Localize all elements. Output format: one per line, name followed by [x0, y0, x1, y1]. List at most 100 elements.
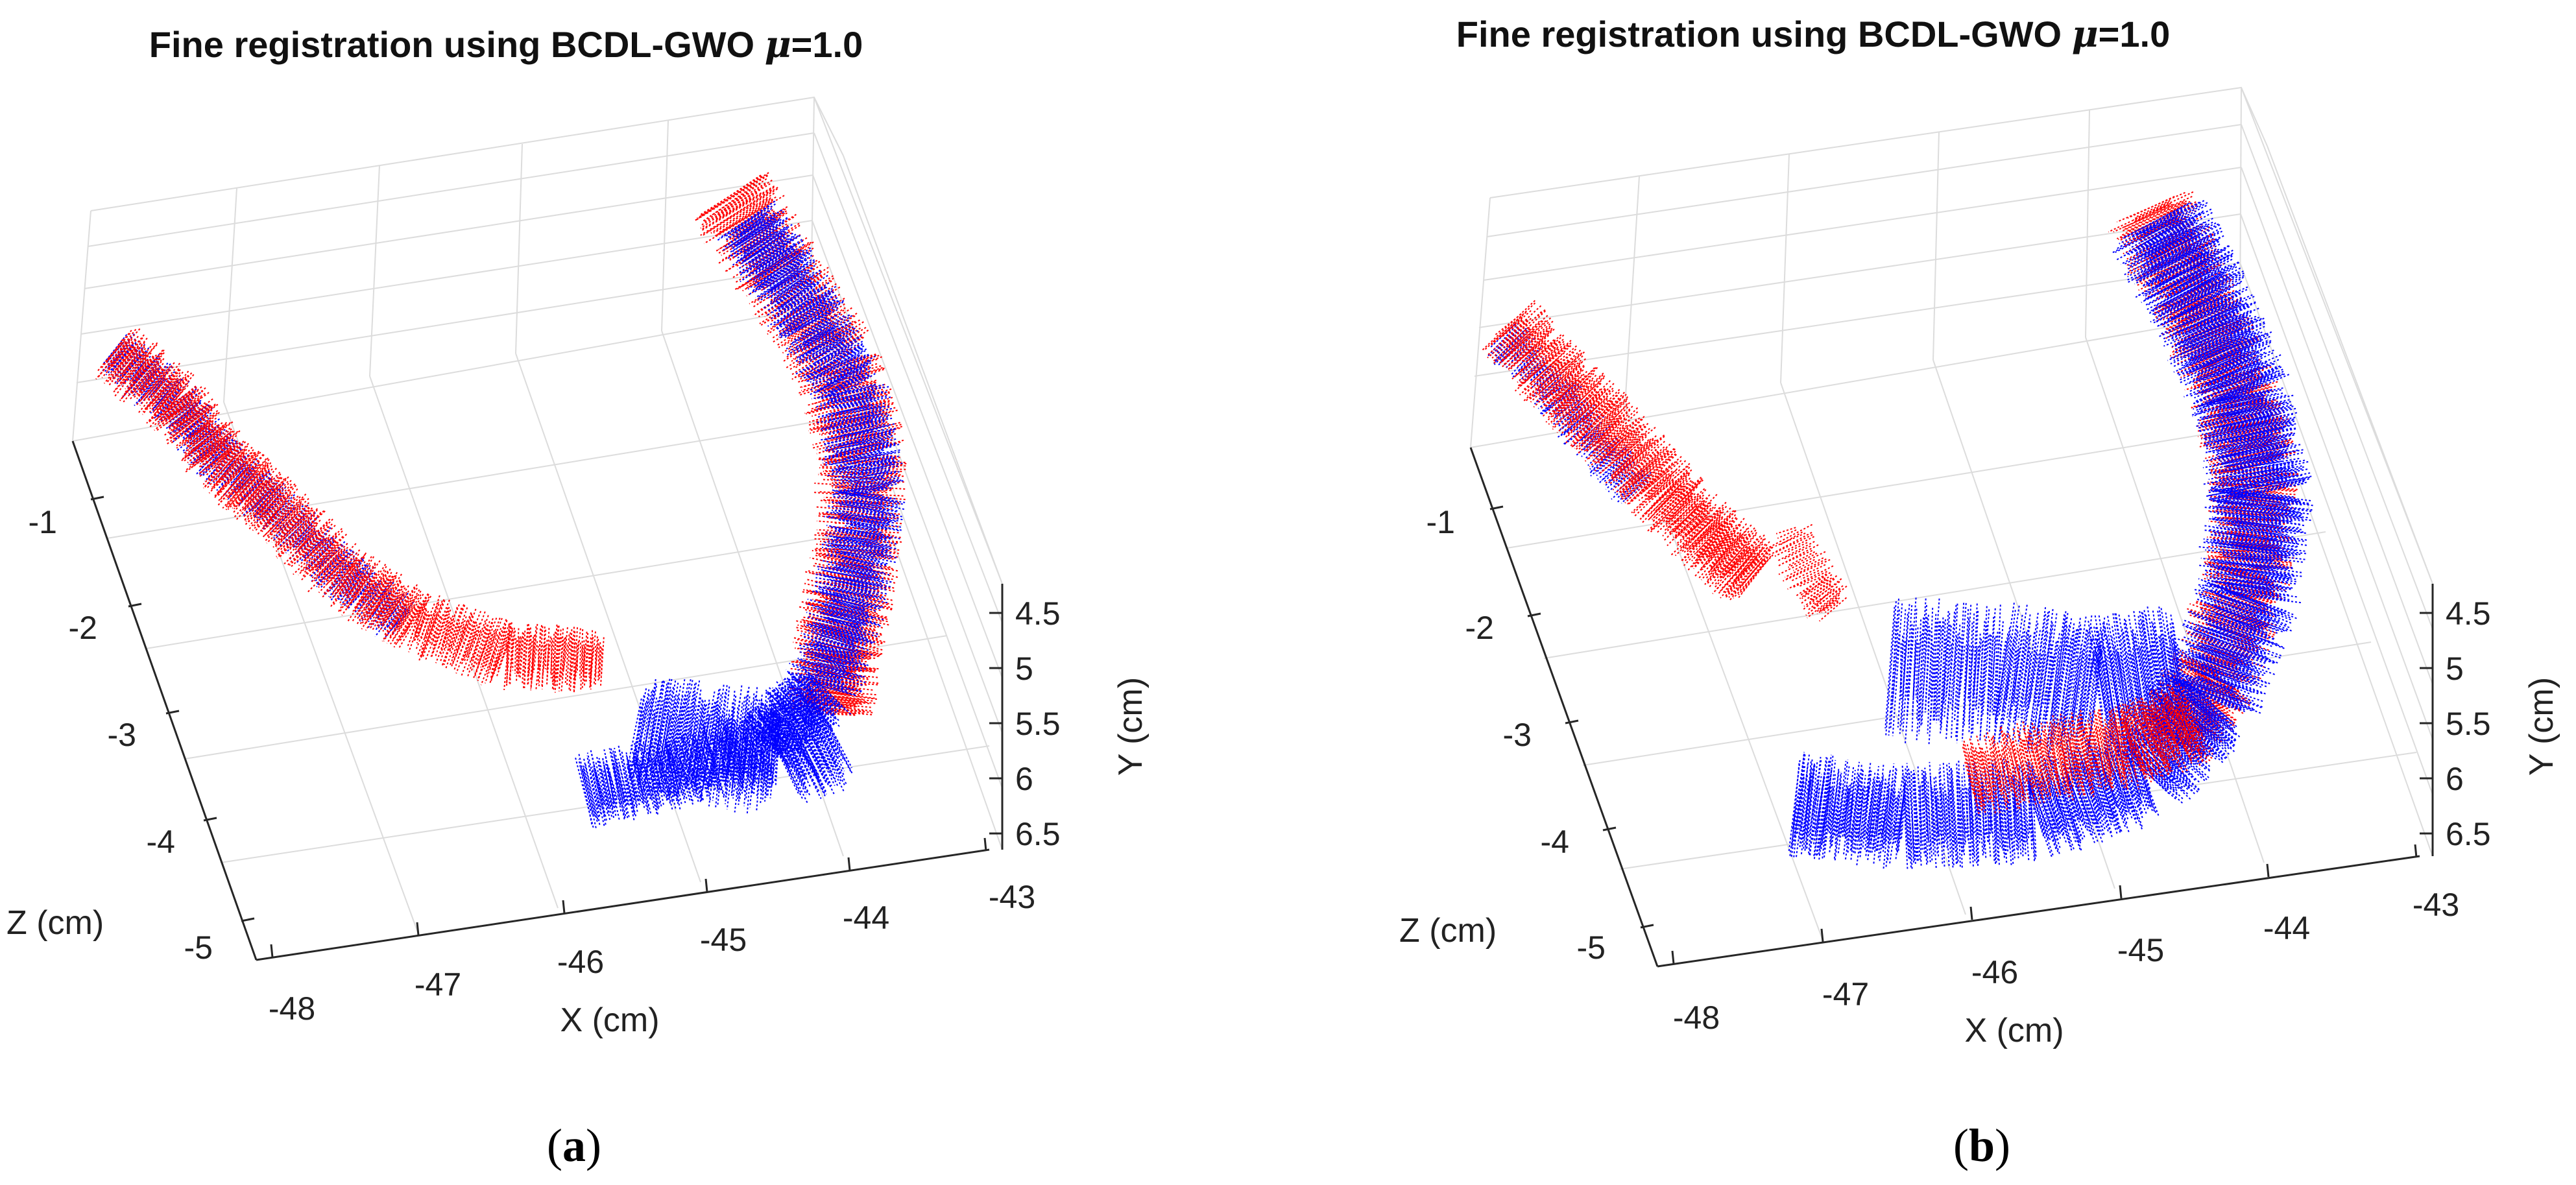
point-marker — [834, 528, 891, 540]
point-marker — [393, 593, 429, 645]
point-marker — [1624, 453, 1650, 475]
point-marker — [2217, 408, 2271, 418]
point-marker — [826, 511, 902, 528]
point-marker — [2191, 645, 2259, 674]
point-marker — [156, 390, 197, 420]
point-marker — [795, 629, 883, 651]
point-marker — [719, 200, 776, 239]
point-marker — [823, 470, 898, 475]
point-marker — [2039, 754, 2073, 851]
point-marker — [1936, 796, 1941, 835]
point-marker — [1838, 787, 1844, 835]
point-marker — [204, 444, 235, 477]
point-marker — [2021, 769, 2027, 854]
point-marker — [2202, 644, 2252, 665]
point-marker — [2126, 737, 2153, 811]
point-marker — [2189, 610, 2274, 638]
point-marker — [123, 355, 141, 376]
point-marker — [820, 466, 906, 470]
point-marker — [2209, 534, 2298, 547]
point-marker — [522, 624, 529, 689]
point-marker — [815, 506, 900, 515]
point-marker — [355, 577, 371, 599]
point-marker — [2180, 341, 2272, 383]
point-marker — [168, 404, 210, 435]
point-marker — [679, 693, 696, 787]
point-marker — [2213, 558, 2293, 569]
point-marker — [1572, 421, 1602, 447]
point-marker — [2193, 337, 2247, 361]
point-marker — [826, 371, 857, 380]
point-marker — [731, 218, 776, 248]
point-marker — [1527, 348, 1558, 377]
point-marker — [2174, 277, 2209, 296]
point-marker — [1616, 440, 1639, 461]
point-marker — [560, 636, 567, 680]
point-marker — [838, 411, 870, 419]
point-marker — [2174, 283, 2226, 313]
point-marker — [162, 388, 182, 411]
point-marker — [232, 465, 272, 514]
point-marker — [276, 509, 319, 551]
point-marker — [801, 331, 842, 352]
point-marker — [690, 706, 704, 781]
point-marker — [841, 562, 871, 568]
point-marker — [2208, 623, 2259, 645]
point-marker — [2185, 680, 2238, 701]
point-marker — [729, 719, 736, 774]
point-marker — [787, 686, 836, 786]
point-marker — [835, 462, 896, 473]
point-marker — [2071, 761, 2095, 825]
point-marker — [2181, 318, 2250, 348]
point-marker — [806, 612, 878, 635]
point-marker — [1700, 525, 1733, 564]
point-marker — [2173, 326, 2265, 367]
point-marker — [2097, 742, 2128, 824]
point-marker — [1639, 467, 1663, 488]
point-marker — [1862, 787, 1870, 837]
point-marker — [804, 672, 841, 708]
point-marker — [844, 522, 882, 533]
point-marker — [767, 708, 777, 796]
point-marker — [1574, 396, 1629, 449]
point-marker — [1552, 374, 1583, 405]
point-marker — [1881, 795, 1890, 837]
point-marker — [2181, 327, 2254, 359]
point-marker — [2200, 557, 2302, 573]
point-marker — [2005, 787, 2009, 839]
point-marker — [842, 551, 875, 557]
point-marker — [1812, 590, 1835, 604]
point-marker — [2091, 758, 2115, 817]
point-marker — [1494, 313, 1522, 336]
point-marker — [803, 636, 866, 656]
point-marker — [784, 300, 830, 328]
point-marker — [149, 377, 177, 409]
point-marker — [191, 429, 215, 446]
point-marker — [2165, 668, 2263, 708]
point-marker — [186, 426, 220, 451]
point-marker — [777, 283, 810, 305]
point-marker — [2177, 335, 2270, 376]
point-marker — [1569, 394, 1627, 448]
point-marker — [2222, 578, 2279, 586]
point-marker — [638, 740, 658, 814]
point-marker — [2205, 427, 2292, 446]
point-marker — [432, 610, 450, 652]
point-marker — [2027, 784, 2045, 837]
point-marker — [296, 530, 318, 553]
point-marker — [808, 698, 858, 708]
point-marker — [1996, 776, 2004, 851]
point-marker — [328, 558, 356, 592]
point-marker — [814, 355, 860, 379]
point-marker — [602, 768, 612, 808]
point-marker — [2193, 368, 2283, 410]
point-marker — [1600, 425, 1642, 461]
point-marker — [2239, 514, 2278, 520]
point-marker — [637, 686, 658, 784]
point-marker — [813, 534, 902, 543]
point-marker — [795, 335, 862, 375]
point-marker — [2201, 403, 2289, 420]
point-marker — [816, 515, 902, 525]
point-marker — [776, 296, 832, 328]
point-marker — [712, 184, 756, 216]
